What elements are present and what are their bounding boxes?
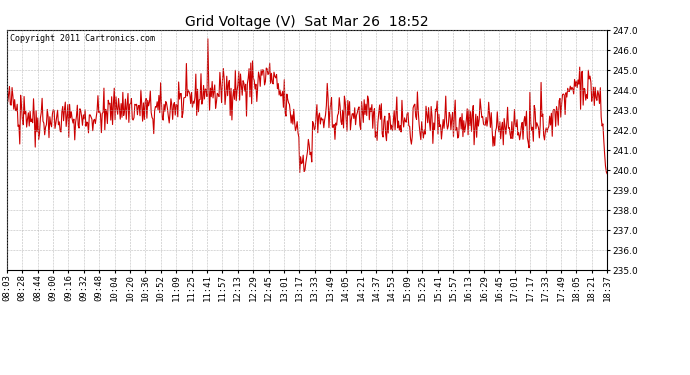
Text: Copyright 2011 Cartronics.com: Copyright 2011 Cartronics.com (10, 34, 155, 43)
Title: Grid Voltage (V)  Sat Mar 26  18:52: Grid Voltage (V) Sat Mar 26 18:52 (185, 15, 429, 29)
